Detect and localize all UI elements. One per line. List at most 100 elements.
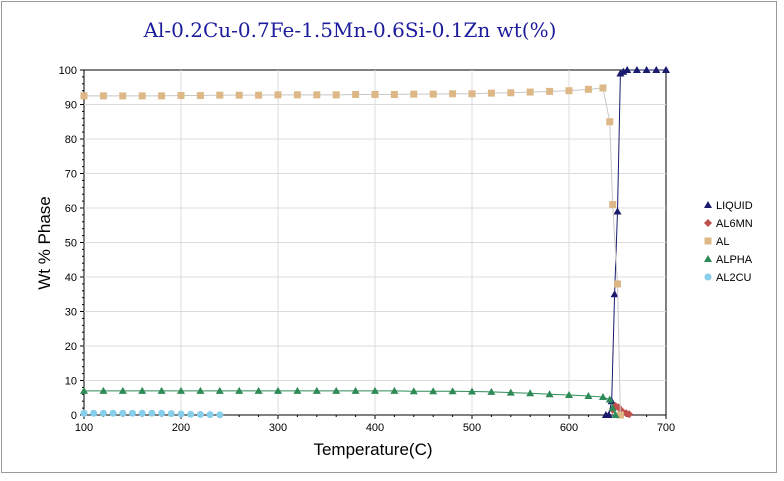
data-point-alpha [545, 390, 554, 398]
x-tick-label: 700 [657, 422, 675, 434]
series-liquid [601, 66, 670, 418]
data-point-alpha [468, 387, 476, 395]
data-point-liquid [662, 66, 670, 73]
legend: LIQUID AL6MN AL ALPHA AL2CU [704, 200, 753, 284]
data-point-alpha [608, 404, 617, 412]
data-point-alpha [99, 386, 108, 394]
x-tick-label: 200 [172, 422, 190, 434]
y-tick-label: 40 [65, 272, 77, 284]
data-point-alpha [235, 386, 244, 394]
data-point-al [429, 90, 437, 98]
data-point-alpha [332, 386, 341, 394]
x-axis-label: Temperature(C) [313, 440, 432, 459]
y-tick-label: 0 [71, 410, 77, 422]
x-tick-label: 100 [75, 422, 93, 434]
data-point-alpha [215, 386, 224, 394]
data-point-al [614, 280, 621, 288]
legend-label-al2cu: AL2CU [716, 272, 752, 284]
data-point-al [599, 84, 607, 92]
data-point-al [352, 90, 360, 98]
data-point-al2cu [138, 409, 146, 417]
y-tick-label: 10 [65, 376, 77, 388]
data-point-alpha [565, 390, 573, 398]
data-point-al2cu [177, 410, 185, 418]
data-point-alpha [506, 388, 515, 396]
data-point-al [546, 87, 554, 95]
data-point-liquid [610, 290, 619, 298]
x-tick-label: 400 [366, 422, 384, 434]
data-point-al [235, 91, 243, 99]
data-point-alpha [157, 386, 166, 394]
data-point-al2cu [158, 409, 166, 417]
data-point-alpha [584, 392, 593, 400]
data-point-al [255, 91, 263, 99]
series-alpha [80, 386, 620, 418]
data-point-al [507, 89, 515, 97]
data-point-al [313, 91, 321, 99]
data-point-al2cu [129, 409, 136, 417]
data-point-alpha [312, 386, 321, 394]
data-point-al [449, 90, 457, 98]
data-point-alpha [429, 387, 438, 395]
legend-marker-liquid [704, 201, 712, 208]
y-tick-label: 30 [65, 307, 77, 319]
y-tick-label: 50 [65, 238, 77, 250]
data-point-al [332, 91, 340, 99]
data-point-al [216, 91, 224, 99]
data-point-al [196, 92, 204, 100]
data-point-al [616, 411, 624, 419]
data-point-alpha [351, 386, 360, 394]
data-point-al [119, 92, 127, 100]
data-point-alpha [598, 393, 607, 401]
y-tick-label: 100 [59, 65, 77, 77]
ticks: 0 10 20 30 40 50 60 70 80 90 100 100 200 300 400 500 600… [59, 65, 676, 434]
data-point-alpha [80, 386, 88, 394]
data-point-al2cu [119, 409, 127, 417]
data-point-al2cu [148, 409, 156, 417]
grid [84, 70, 666, 415]
series-al [80, 84, 624, 419]
data-point-alpha [118, 386, 127, 394]
data-point-al [487, 89, 495, 97]
data-point-al2cu [206, 411, 214, 419]
data-point-al [99, 92, 107, 100]
data-point-al2cu [109, 409, 117, 417]
y-tick-label: 70 [65, 169, 77, 181]
data-point-alpha [371, 386, 379, 394]
data-point-al2cu [196, 410, 204, 418]
data-point-al [526, 88, 534, 96]
legend-marker-al2cu [704, 273, 712, 281]
data-point-alpha [196, 386, 205, 394]
y-tick-label: 80 [65, 134, 77, 146]
legend-label-al: AL [716, 236, 729, 248]
data-point-alpha [293, 386, 302, 394]
data-point-al [293, 91, 301, 99]
data-point-al [584, 85, 592, 93]
data-point-alpha [254, 386, 263, 394]
data-point-alpha [409, 387, 418, 395]
data-point-liquid [642, 66, 651, 73]
data-point-al2cu [187, 410, 195, 418]
data-point-alpha [177, 386, 185, 394]
data-point-alpha [487, 387, 496, 395]
data-point-alpha [138, 386, 147, 394]
data-point-alpha [526, 389, 535, 397]
data-point-liquid [604, 411, 613, 418]
data-point-al [138, 92, 146, 100]
data-point-al2cu [80, 409, 88, 417]
y-tick-label: 90 [65, 100, 77, 112]
data-point-liquid [632, 66, 641, 73]
legend-label-alpha: ALPHA [716, 254, 753, 266]
data-point-liquid [623, 66, 632, 73]
legend-label-al6mn: AL6MN [716, 218, 753, 230]
data-point-al [609, 201, 617, 209]
data-point-alpha [605, 395, 614, 403]
y-tick-label: 60 [65, 203, 77, 215]
data-point-al [468, 90, 476, 98]
x-tick-label: 300 [269, 422, 287, 434]
x-tick-label: 600 [560, 422, 578, 434]
data-point-al2cu [99, 409, 107, 417]
data-point-al [274, 91, 282, 99]
y-tick-label: 20 [65, 341, 77, 353]
